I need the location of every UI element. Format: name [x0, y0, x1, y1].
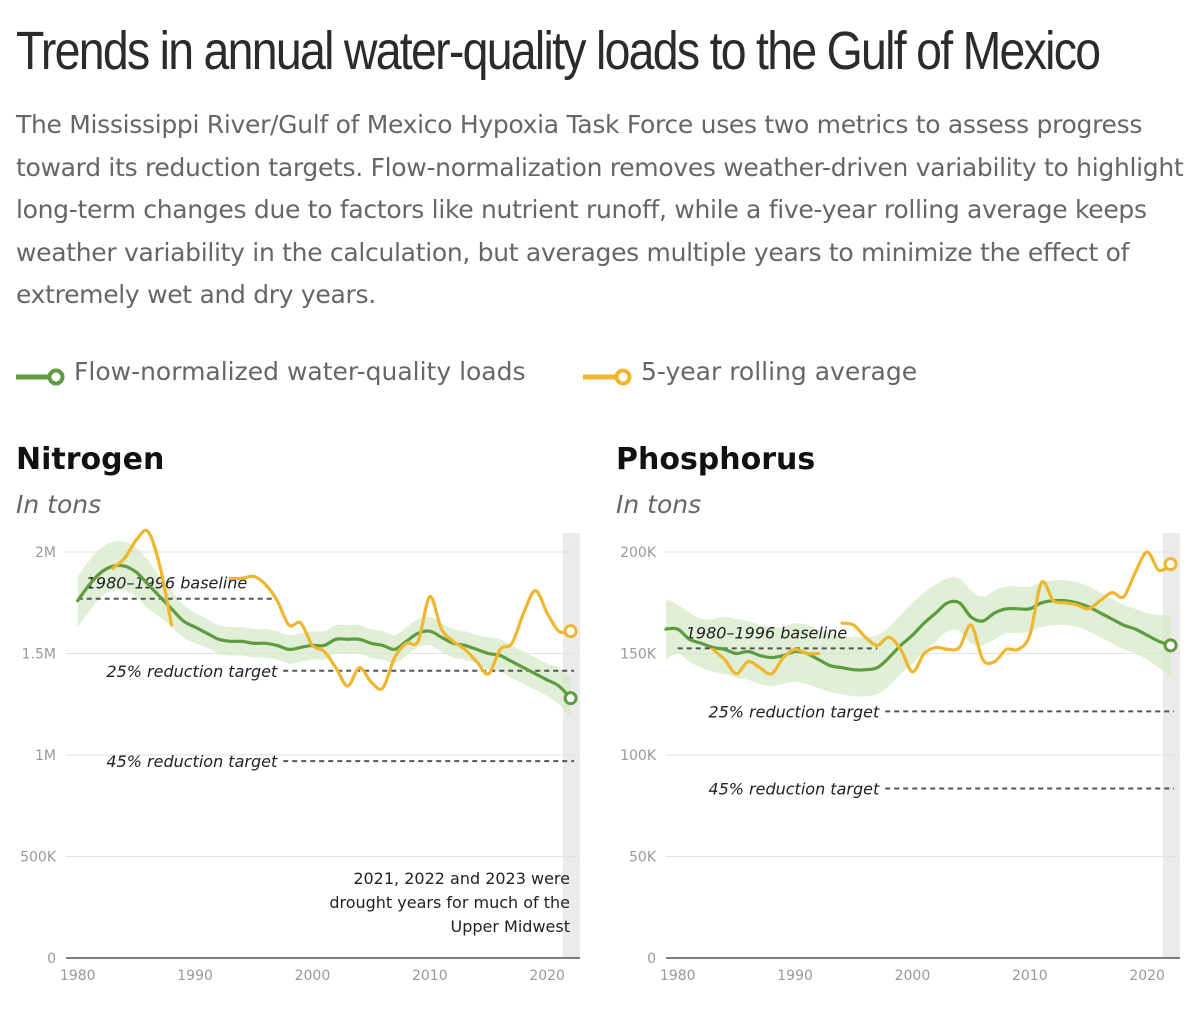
- x-tick-label: 2010: [412, 968, 448, 984]
- y-tick-label: 200K: [620, 545, 657, 561]
- page-title: Trends in annual water-quality loads to …: [16, 21, 1101, 81]
- y-tick-label: 100K: [620, 748, 657, 764]
- x-tick-label: 1980: [660, 968, 696, 984]
- x-tick-label: 2000: [295, 968, 331, 984]
- y-tick-label: 500K: [20, 850, 57, 866]
- chart-subtitle-phosphorus: In tons: [616, 490, 701, 519]
- legend-label-rolling-average: 5-year rolling average: [641, 357, 918, 386]
- target-45-label: 45% reduction target: [708, 779, 880, 798]
- rolling-average-line: [711, 647, 821, 676]
- x-tick-label: 1990: [177, 968, 213, 984]
- legend-swatch-green: [16, 368, 65, 386]
- x-tick-label: 1980: [60, 968, 96, 984]
- baseline-label: 1980–1996 baseline: [86, 574, 248, 593]
- legend-label-flow-normalized: Flow-normalized water-quality loads: [74, 357, 526, 386]
- baseline-label: 1980–1996 baseline: [686, 623, 848, 642]
- target-45-label: 45% reduction target: [106, 752, 278, 771]
- flow-normalized-end-marker: [563, 691, 578, 706]
- drought-note-line-2: drought years for much of the: [329, 893, 570, 912]
- x-tick-label: 2010: [1012, 968, 1048, 984]
- target-25-label: 25% reduction target: [708, 702, 880, 721]
- drought-shaded-region: [562, 533, 580, 958]
- x-tick-label: 1990: [777, 968, 813, 984]
- chart-subtitle-nitrogen: In tons: [16, 490, 101, 519]
- chart-title-phosphorus: Phosphorus: [616, 442, 815, 477]
- y-tick-label: 1.5M: [22, 647, 56, 663]
- flow-normalized-line: [76, 563, 573, 700]
- y-tick-label: 0: [647, 951, 656, 967]
- drought-note: 2021, 2022 and 2023 were drought years f…: [329, 869, 570, 936]
- legend-swatch-yellow: [583, 368, 632, 386]
- rolling-average-line: [111, 528, 174, 627]
- drought-note-line-3: Upper Midwest: [451, 917, 570, 936]
- drought-shaded-region: [1162, 533, 1180, 958]
- chart-phosphorus: Phosphorus In tons 0 50K 100K 150K 200K 1980 1…: [616, 442, 1180, 984]
- y-tick-label: 1M: [35, 748, 56, 764]
- chart-nitrogen: Nitrogen In tons 0 500K 1M 1.5M 2M 1980 1990 20…: [16, 442, 580, 984]
- flow-normalized-end-marker: [1163, 638, 1178, 653]
- rolling-average-line-segment-2: [228, 574, 573, 691]
- x-tick-label: 2020: [529, 968, 565, 984]
- y-tick-label: 2M: [35, 545, 56, 561]
- rolling-average-end-marker: [563, 624, 578, 639]
- x-tick-label: 2020: [1129, 968, 1165, 984]
- page-subtitle: The Mississippi River/Gulf of Mexico Hyp…: [16, 110, 1184, 309]
- y-tick-label: 0: [47, 951, 56, 967]
- x-tick-label: 2000: [895, 968, 931, 984]
- y-tick-label: 150K: [620, 647, 657, 663]
- drought-note-line-1: 2021, 2022 and 2023 were: [353, 869, 570, 888]
- plot-nitrogen: 0 500K 1M 1.5M 2M 1980 1990 2000 2010 2020 1980–19…: [20, 528, 580, 984]
- rolling-average-line-segment-2: [840, 550, 1173, 674]
- y-tick-label: 50K: [629, 850, 657, 866]
- target-25-label: 25% reduction target: [106, 662, 278, 681]
- chart-title-nitrogen: Nitrogen: [16, 442, 164, 477]
- uncertainty-band: [77, 541, 571, 717]
- uncertainty-band: [666, 577, 1171, 697]
- plot-phosphorus: 0 50K 100K 150K 200K 1980 1990 2000 2010 2020 1980…: [620, 533, 1180, 984]
- flow-normalized-line: [664, 598, 1173, 672]
- rolling-average-end-marker: [1163, 557, 1178, 572]
